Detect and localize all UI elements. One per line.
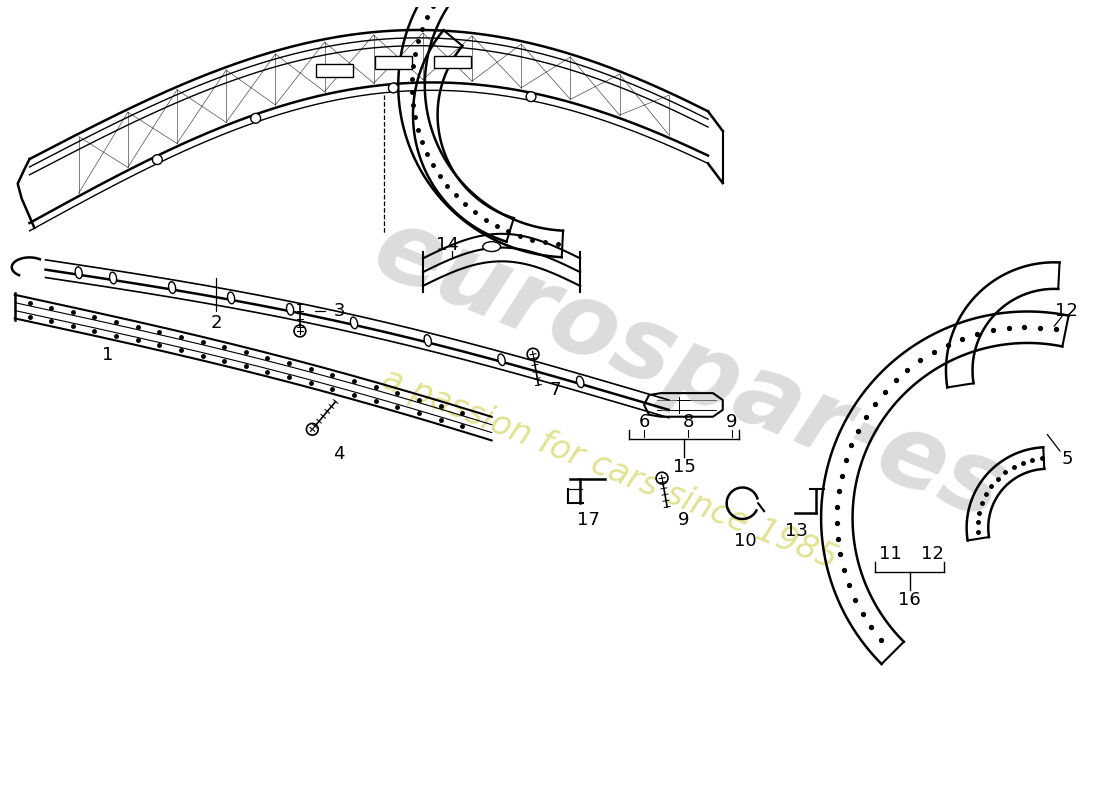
Text: 11: 11 <box>879 546 901 563</box>
Ellipse shape <box>75 267 82 278</box>
Text: 17: 17 <box>576 511 600 529</box>
Text: 6: 6 <box>638 413 650 430</box>
Text: 12: 12 <box>921 546 944 563</box>
Ellipse shape <box>110 272 117 284</box>
Text: 10: 10 <box>734 532 757 550</box>
Text: 16: 16 <box>899 590 921 609</box>
Text: 7: 7 <box>550 381 561 399</box>
FancyBboxPatch shape <box>433 56 471 68</box>
Text: a passion for cars since 1985: a passion for cars since 1985 <box>377 362 843 575</box>
Text: 13: 13 <box>785 522 808 540</box>
Circle shape <box>388 83 398 93</box>
Ellipse shape <box>286 303 294 315</box>
Text: 1: 1 <box>102 346 114 363</box>
Text: 9: 9 <box>726 413 737 430</box>
Text: 5: 5 <box>1062 450 1072 468</box>
Ellipse shape <box>228 292 234 304</box>
Ellipse shape <box>483 242 500 251</box>
Text: 12: 12 <box>1056 302 1078 321</box>
Circle shape <box>251 114 261 123</box>
Ellipse shape <box>168 282 176 294</box>
Ellipse shape <box>498 354 505 366</box>
Text: 14: 14 <box>436 236 459 254</box>
Text: 2: 2 <box>210 314 222 332</box>
Ellipse shape <box>576 376 584 388</box>
Text: 3: 3 <box>333 302 345 321</box>
Circle shape <box>294 325 306 337</box>
Ellipse shape <box>351 317 358 329</box>
Ellipse shape <box>425 334 431 346</box>
Circle shape <box>527 348 539 360</box>
Circle shape <box>656 472 668 484</box>
Text: 9: 9 <box>678 511 690 529</box>
Circle shape <box>526 92 536 102</box>
Circle shape <box>307 423 318 435</box>
Text: 15: 15 <box>673 458 696 476</box>
FancyBboxPatch shape <box>316 64 353 77</box>
FancyBboxPatch shape <box>375 56 412 69</box>
Circle shape <box>153 154 163 165</box>
Text: 4: 4 <box>333 445 345 463</box>
Text: 8: 8 <box>683 413 694 430</box>
Text: eurospar·es: eurospar·es <box>360 200 1018 541</box>
